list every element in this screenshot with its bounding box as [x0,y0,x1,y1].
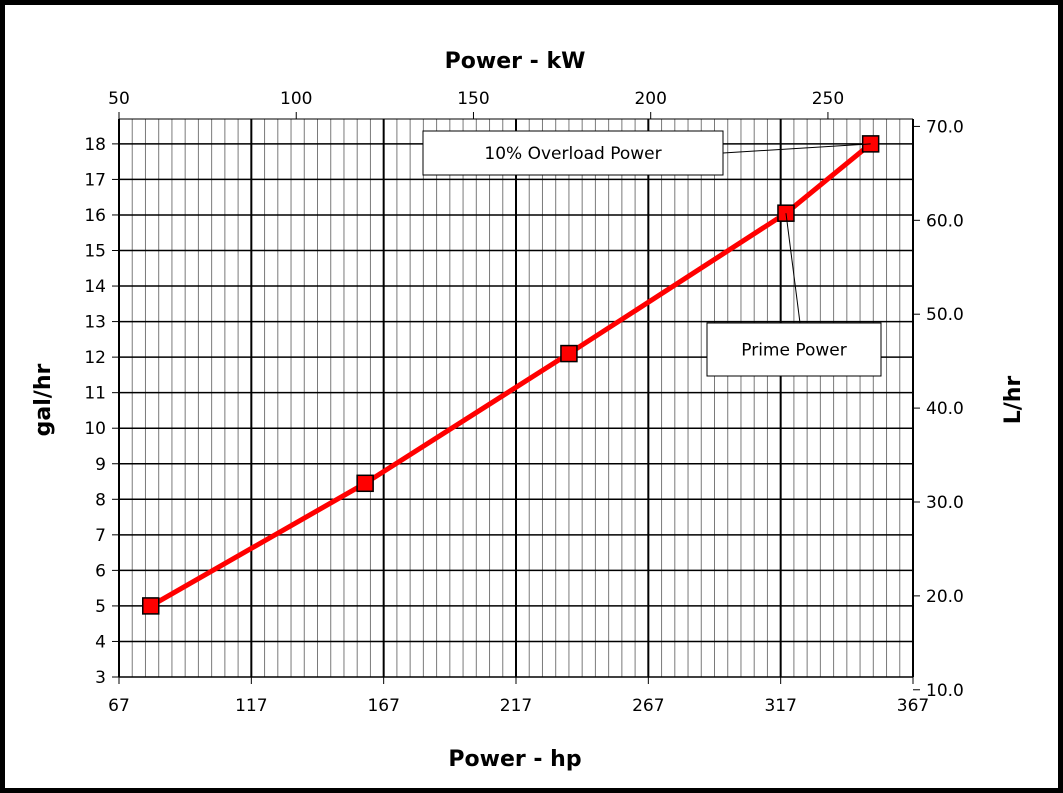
right-tick-label: 30.0 [926,493,964,513]
annotation-box [422,130,724,176]
left-tick-label: 15 [84,242,106,262]
bottom-axis-title: Power - hp [448,747,581,772]
top-axis-title: Power - kW [445,49,586,74]
left-tick-label: 5 [95,597,106,617]
left-tick-label: 16 [84,206,106,226]
left-tick-label: 4 [95,632,106,652]
left-tick-label: 12 [84,348,106,368]
annotation-layer: 10% Overload Power Prime Power [422,130,882,377]
right-tick-label: 60.0 [926,211,964,231]
top-tick-label: 150 [457,89,489,109]
top-tick-label: 250 [812,89,844,109]
annotation-label: Prime Power [741,341,847,361]
left-tick-label: 10 [84,419,106,439]
data-point-marker [560,344,578,363]
bottom-tick-label: 117 [235,696,267,716]
left-tick-label: 11 [84,384,106,404]
bottom-tick-label: 67 [108,696,130,716]
right-tick-label: 40.0 [926,399,964,419]
data-point-marker [142,597,160,615]
bottom-tick-label: 167 [367,696,399,716]
annotation-box [706,322,882,377]
bottom-tick-label: 217 [500,696,532,716]
series-layer [142,135,880,615]
left-tick-label: 7 [95,526,106,546]
top-tick-label: 50 [108,89,130,109]
right-tick-label: 50.0 [926,305,964,325]
left-axis-title: gal/hr [31,364,56,437]
annotation-leader-line [722,143,871,154]
bottom-tick-label: 317 [764,696,796,716]
top-tick-label: 200 [634,89,666,109]
left-tick-label: 13 [84,313,106,333]
annotation-leader-line [785,213,801,324]
top-tick-label: 100 [280,89,312,109]
left-tick-label: 9 [95,455,106,475]
right-tick-label: 20.0 [926,587,964,607]
grid-layer [118,119,914,678]
right-tick-label: 70.0 [926,117,964,137]
bottom-tick-label: 267 [632,696,664,716]
left-tick-label: 8 [95,490,106,510]
left-tick-label: 3 [95,668,106,688]
bottom-tick-label: 367 [897,696,929,716]
left-tick-label: 18 [84,135,106,155]
left-tick-label: 6 [95,561,106,581]
left-tick-label: 17 [84,170,106,190]
right-tick-label: 10.0 [926,681,964,701]
right-axis-title: L/hr [1001,376,1026,425]
data-point-marker [356,474,374,493]
annotation-label: 10% Overload Power [484,144,661,164]
left-tick-label: 14 [84,277,106,297]
